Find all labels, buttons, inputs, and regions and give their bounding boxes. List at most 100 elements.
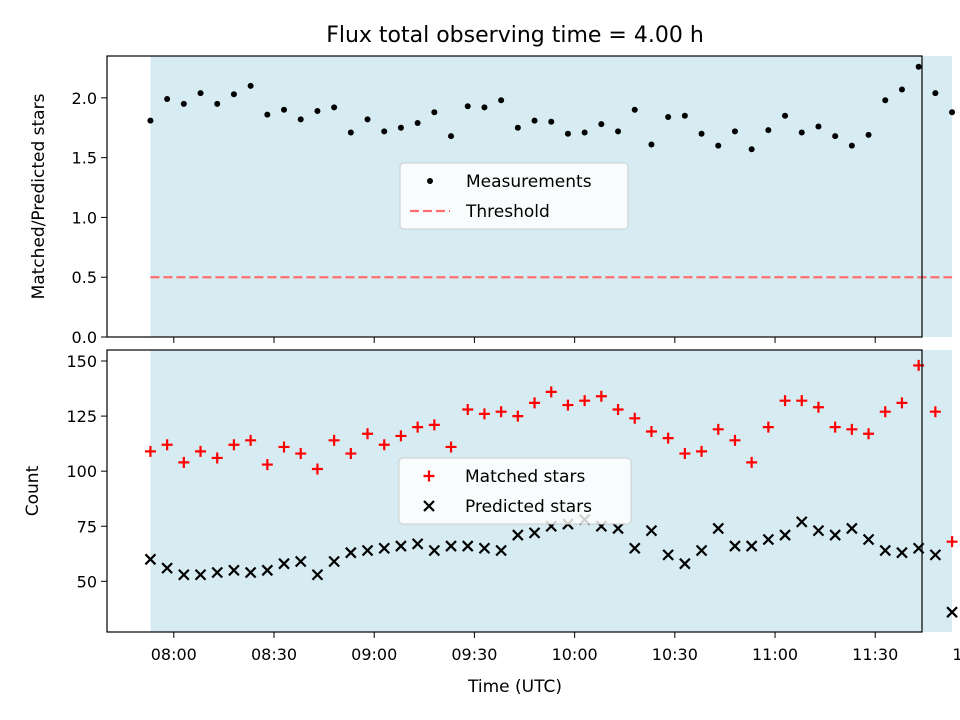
predicted-star-marker [345,546,357,559]
matched-star-marker [779,395,791,407]
legend-label: Predicted stars [465,497,592,517]
predicted-star-marker [795,516,808,528]
measurement-point [314,108,321,115]
measurement-point [882,97,889,104]
matched-star-marker [211,452,223,464]
axes-frame [106,349,923,633]
x-tick-label: 09:30 [451,645,497,664]
measurement-point [197,90,204,97]
x-tick-label: 10:00 [552,645,598,664]
matched-star-marker [412,421,424,433]
measurement-point [564,130,571,137]
legend-marker-matched [423,470,435,482]
matched-star-marker [545,386,557,398]
matched-star-marker [345,448,357,460]
measurement-point [264,111,271,118]
matched-star-marker [579,395,591,407]
matched-star-marker [178,456,190,468]
matched-star-marker [311,463,323,475]
predicted-star-marker [428,544,441,557]
measurement-point [782,112,789,119]
legend: Matched stars Predicted stars [398,457,632,525]
predicted-star-marker [695,544,708,557]
matched-star-marker [144,445,156,457]
y-tick-label: 0.5 [72,268,97,287]
matched-star-marker [395,430,407,442]
predicted-star-marker [378,542,391,555]
measurement-point [848,142,855,149]
measurement-point [431,109,438,116]
measurement-point [514,124,521,131]
matched-star-marker [495,406,507,418]
predicted-star-marker [461,540,474,552]
y-tick-label: 1.0 [72,208,97,227]
predicted-star-marker [829,529,841,541]
measurement-point [397,124,404,131]
matched-star-marker [712,423,724,435]
measurement-point [765,127,772,134]
measurement-point [581,129,588,136]
matched-star-marker [679,448,691,460]
matched-star-marker [595,390,607,402]
legend-box [399,162,629,230]
predicted-star-marker [244,566,257,579]
predicted-star-marker [762,533,775,546]
y-tick-label: 75 [77,517,97,536]
chart-title: Flux total observing time = 4.00 h [326,23,704,48]
predicted-star-marker [645,524,658,537]
legend-label: Matched stars [465,467,585,487]
predicted-star-marker [228,564,240,577]
predicted-star-marker [729,540,741,552]
matched-star-marker [195,445,207,457]
measurement-point [681,112,688,119]
measurement-point [748,146,755,153]
matched-star-marker [462,403,474,415]
matched-star-marker [946,536,958,548]
matched-star-marker [261,459,273,471]
measurement-point [665,113,672,120]
matched-star-marker [278,441,290,453]
measurement-point [164,96,171,103]
matched-star-marker [362,428,374,440]
matched-star-marker [645,426,657,438]
matched-star-marker [879,406,891,418]
matched-star-marker [161,439,173,451]
predicted-star-marker [896,546,908,559]
predicted-star-marker [395,540,407,552]
matched-star-marker [729,434,741,446]
predicted-star-marker [662,549,674,561]
bottom-panel: 50 75 100 125 150 08:00 08:30 09:00 09:30 10:00 10… [23,349,960,664]
matched-star-marker [445,441,457,453]
measurement-point [815,123,822,130]
predicted-star-marker [846,522,858,535]
measurement-point [381,128,388,135]
x-tick-label: 10:30 [652,645,698,664]
predicted-star-marker [946,606,958,618]
x-tick-label: 12:00 [952,645,960,664]
predicted-star-marker [411,538,424,550]
x-tick-label: 09:00 [351,645,397,664]
measurement-point [615,128,622,135]
matched-star-marker [846,423,858,435]
measurement-point [949,109,956,116]
measurement-point [448,133,455,140]
x-tick-label: 11:30 [852,645,898,664]
y-axis-label: Matched/Predicted stars [29,93,49,299]
matched-star-marker [328,434,340,446]
y-tick-label: 100 [66,462,97,481]
matched-star-marker [612,403,624,415]
predicted-star-marker [528,527,541,539]
matched-star-marker [512,410,524,422]
measurement-point [281,106,288,113]
measurement-point [798,129,805,136]
matched-star-marker [228,439,240,451]
y-axis-label: Count [23,465,43,516]
y-tick-label: 0.0 [72,328,97,347]
y-tick-label: 2.0 [72,89,97,108]
matched-star-marker [562,399,574,411]
matched-star-marker [896,397,908,409]
measurement-point [414,119,421,126]
predicted-star-marker [628,542,641,555]
measurement-point [648,141,655,148]
